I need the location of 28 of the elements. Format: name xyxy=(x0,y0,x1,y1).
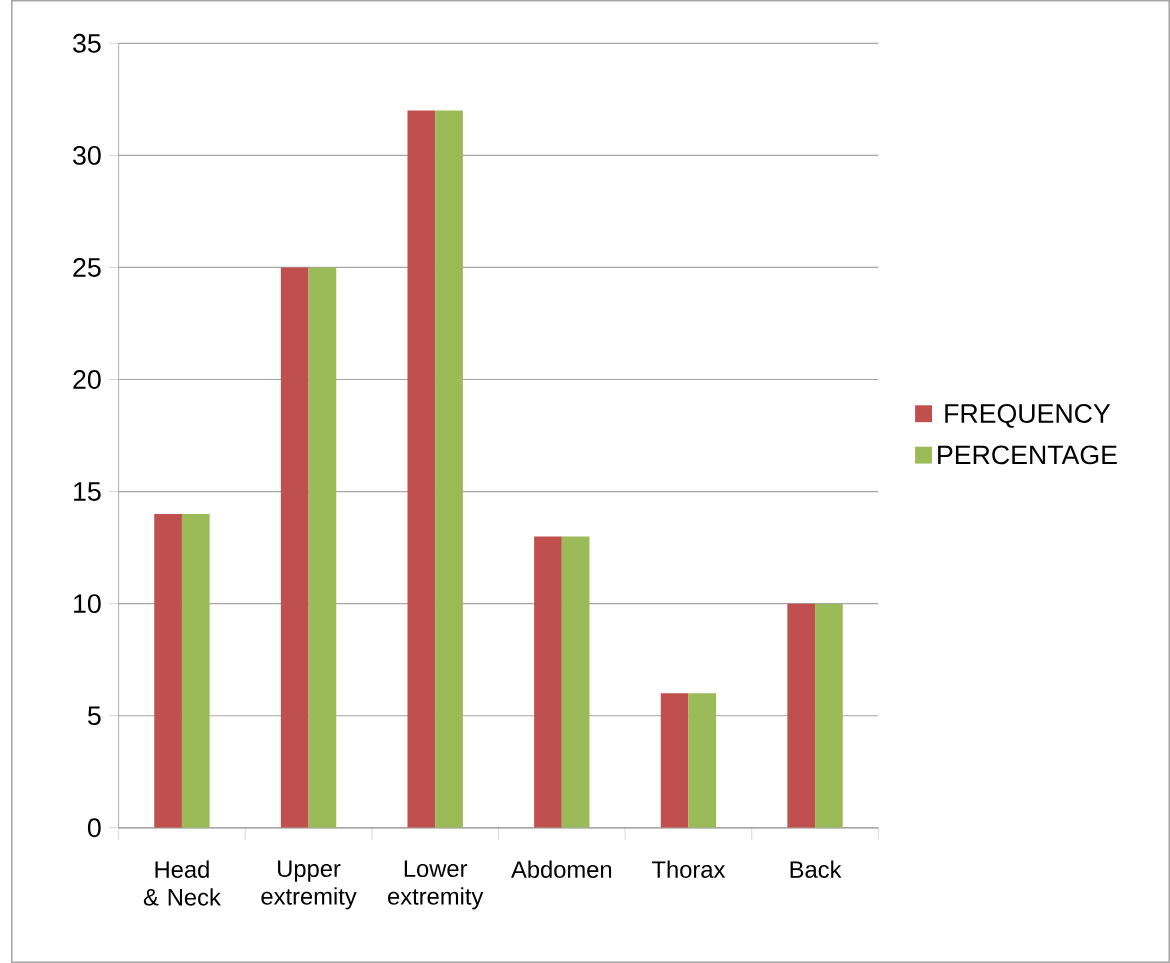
bar xyxy=(660,693,689,828)
bar xyxy=(435,110,463,828)
bar xyxy=(280,267,309,828)
bar xyxy=(181,513,210,828)
bar xyxy=(308,267,337,828)
legend-label: PERCENTAGE xyxy=(938,445,1117,465)
bar xyxy=(407,110,436,828)
y-tick-label: 10 xyxy=(74,594,101,614)
y-tick-label: 25 xyxy=(73,257,101,277)
x-tick-label: Lower extremity xyxy=(388,860,484,910)
x-tick-label: Upper extremity xyxy=(261,860,357,910)
x-tick-label: Head & Neck xyxy=(143,860,221,906)
x-tick-label: Back xyxy=(790,860,842,878)
x-tick-label: Abdomen xyxy=(511,860,612,878)
y-tick-label: 5 xyxy=(87,706,101,725)
bar xyxy=(154,513,182,828)
y-tick-label: 15 xyxy=(74,482,101,501)
legend-label: FREQUENCY xyxy=(945,403,1111,428)
y-tick-label: 35 xyxy=(73,33,101,53)
bar xyxy=(815,603,843,828)
bar xyxy=(688,693,717,828)
y-tick-label: 0 xyxy=(87,818,101,838)
y-tick-label: 30 xyxy=(73,145,101,165)
x-tick-label: Thorax xyxy=(652,860,726,878)
bar xyxy=(534,536,562,828)
y-tick-label: 20 xyxy=(73,370,101,389)
bar xyxy=(787,603,816,828)
bar xyxy=(561,536,590,828)
